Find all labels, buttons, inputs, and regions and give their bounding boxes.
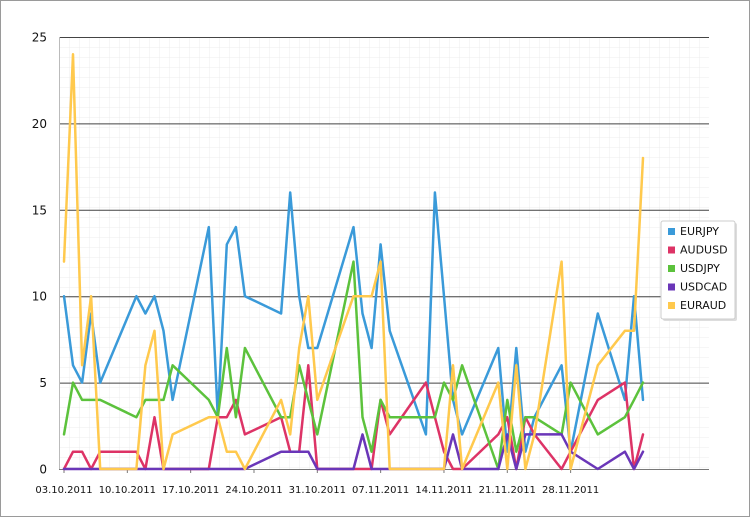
legend-label-usdjpy: USDJPY: [680, 262, 720, 275]
y-tick-label: 10: [32, 290, 47, 304]
series-line-usdjpy: [62, 260, 645, 471]
x-tick-label: 31.10.2011: [289, 485, 346, 496]
x-tick-label: 21.11.2011: [479, 485, 536, 496]
series-line-euraud: [62, 53, 645, 471]
x-tick-label: 14.11.2011: [415, 485, 472, 496]
legend-label-audusd: AUDUSD: [680, 244, 728, 257]
series-line-eurjpy: [62, 191, 645, 453]
x-tick-label: 10.10.2011: [99, 485, 156, 496]
x-tick-label: 03.10.2011: [35, 485, 92, 496]
x-tick-label: 17.10.2011: [162, 485, 219, 496]
y-tick-label: 15: [32, 203, 47, 217]
series-lines: [62, 53, 645, 471]
legend-label-euraud: EURAUD: [680, 299, 726, 312]
y-axis-ticks: 0 5 10 15 20 25: [32, 31, 47, 477]
x-tick-label: 07.11.2011: [352, 485, 409, 496]
x-axis-ticks: 03.10.2011 10.10.2011 17.10.2011 24.10.2011…: [35, 469, 599, 496]
y-tick-label: 0: [39, 463, 47, 477]
legend-swatch-usdjpy: [668, 265, 675, 272]
legend-label-eurjpy: EURJPY: [680, 225, 719, 238]
legend: EURJPY AUDUSD USDJPY USDCAD EURAUD: [660, 220, 737, 321]
y-tick-label: 25: [32, 31, 47, 45]
legend-label-usdcad: USDCAD: [680, 281, 727, 294]
legend-swatch-audusd: [668, 246, 675, 254]
legend-swatch-euraud: [668, 302, 675, 309]
y-tick-label: 5: [39, 376, 47, 390]
x-tick-label: 24.10.2011: [225, 485, 282, 496]
x-tick-label: 28.11.2011: [542, 485, 599, 496]
y-tick-label: 20: [32, 117, 47, 131]
series-line-usdcad: [62, 433, 645, 471]
legend-swatch-usdcad: [668, 283, 675, 291]
legend-box: [660, 220, 736, 320]
legend-swatch-eurjpy: [668, 228, 675, 235]
